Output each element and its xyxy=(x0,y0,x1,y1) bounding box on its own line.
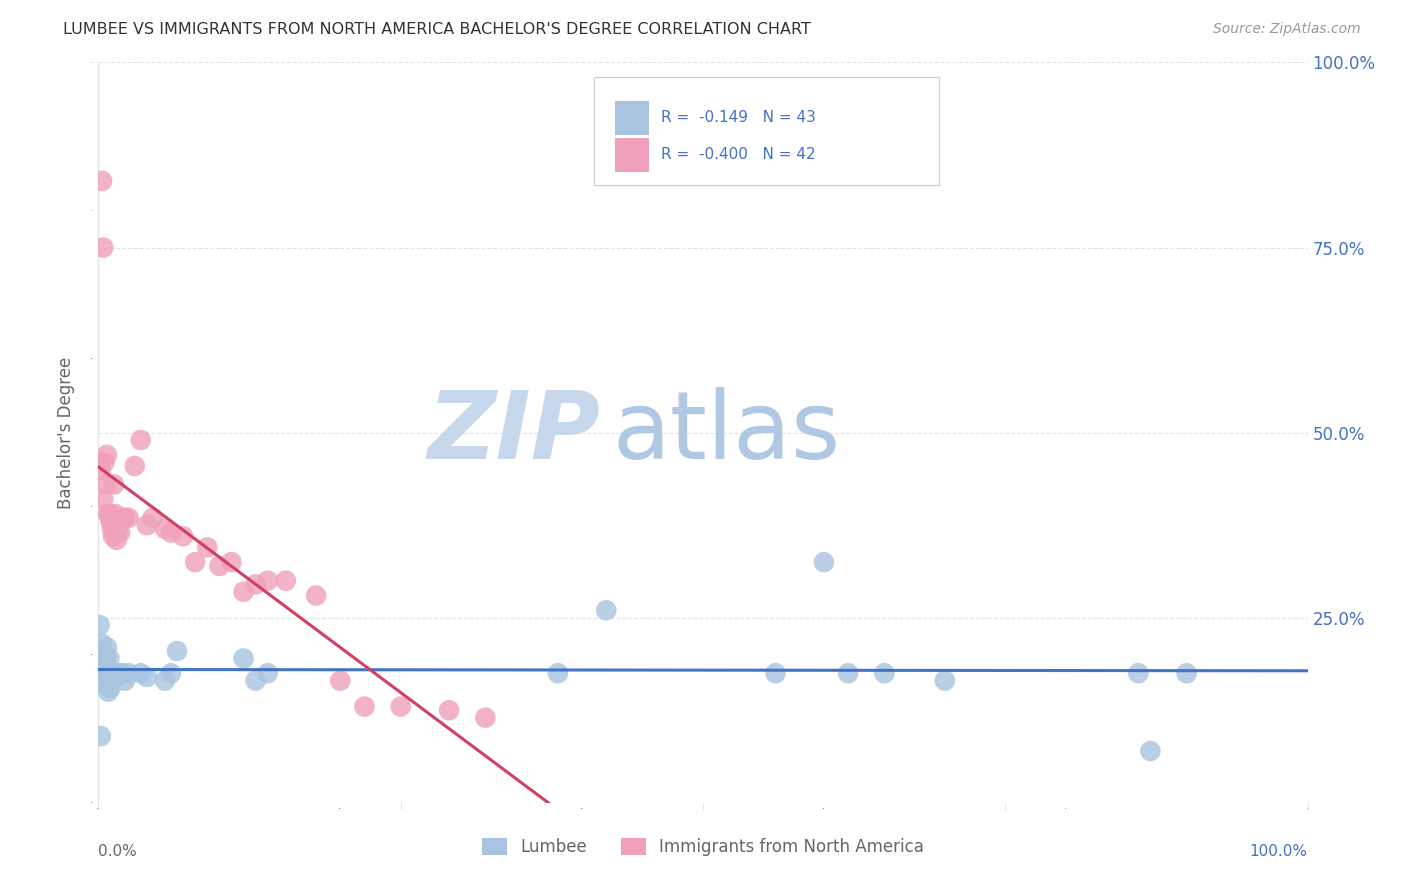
Point xyxy=(437,703,460,717)
Point xyxy=(93,455,115,469)
Point xyxy=(256,574,278,588)
Point xyxy=(837,666,859,681)
Point xyxy=(873,666,896,681)
Point xyxy=(93,677,115,691)
Point xyxy=(245,673,267,688)
Point xyxy=(108,525,131,540)
Point xyxy=(172,529,194,543)
Point xyxy=(97,666,120,681)
Point xyxy=(129,666,152,681)
Point xyxy=(98,651,121,665)
Point xyxy=(474,711,496,725)
Text: R =  -0.400   N = 42: R = -0.400 N = 42 xyxy=(661,147,815,162)
Point xyxy=(166,644,188,658)
Point xyxy=(89,455,111,469)
Point xyxy=(274,574,297,588)
Point xyxy=(104,507,127,521)
Point xyxy=(96,448,118,462)
Point xyxy=(101,529,124,543)
Y-axis label: Bachelor's Degree: Bachelor's Degree xyxy=(56,357,75,508)
Point xyxy=(765,666,787,681)
Point xyxy=(94,651,117,665)
Point xyxy=(97,507,120,521)
Point xyxy=(595,603,617,617)
Point xyxy=(108,666,131,681)
Point xyxy=(118,510,141,524)
Text: Source: ZipAtlas.com: Source: ZipAtlas.com xyxy=(1213,22,1361,37)
Point xyxy=(89,618,111,632)
Point xyxy=(91,174,114,188)
Point xyxy=(160,525,183,540)
Point xyxy=(111,666,134,681)
Point xyxy=(221,555,243,569)
Point xyxy=(329,673,352,688)
Point xyxy=(103,477,125,491)
Point xyxy=(232,651,254,665)
Point xyxy=(208,558,231,573)
Point xyxy=(105,670,128,684)
Point xyxy=(91,637,114,651)
Point xyxy=(91,240,114,255)
FancyBboxPatch shape xyxy=(595,78,939,185)
Point xyxy=(91,492,114,507)
Point xyxy=(100,515,122,529)
Point xyxy=(142,510,165,524)
Point xyxy=(232,584,254,599)
Point xyxy=(124,458,146,473)
Point xyxy=(94,670,117,684)
Text: atlas: atlas xyxy=(613,386,841,479)
Point xyxy=(114,510,136,524)
Point xyxy=(1128,666,1150,681)
Point xyxy=(184,555,207,569)
Point xyxy=(91,648,114,662)
Point xyxy=(100,681,122,695)
Point xyxy=(245,577,267,591)
Text: 0.0%: 0.0% xyxy=(98,844,138,858)
Point xyxy=(353,699,375,714)
Point xyxy=(111,510,134,524)
Point xyxy=(389,699,412,714)
Point xyxy=(118,666,141,681)
FancyBboxPatch shape xyxy=(614,102,648,135)
Legend: Lumbee, Immigrants from North America: Lumbee, Immigrants from North America xyxy=(475,831,931,863)
Point xyxy=(195,541,218,555)
Point xyxy=(93,648,115,662)
Point xyxy=(91,666,114,681)
Point xyxy=(135,670,157,684)
FancyBboxPatch shape xyxy=(614,138,648,171)
Point xyxy=(256,666,278,681)
Point xyxy=(105,533,128,547)
Point xyxy=(90,462,112,476)
Point xyxy=(100,666,122,681)
Point xyxy=(90,729,112,743)
Point xyxy=(100,522,122,536)
Point xyxy=(813,555,835,569)
Point xyxy=(96,640,118,655)
Point xyxy=(103,666,125,681)
Text: LUMBEE VS IMMIGRANTS FROM NORTH AMERICA BACHELOR'S DEGREE CORRELATION CHART: LUMBEE VS IMMIGRANTS FROM NORTH AMERICA … xyxy=(63,22,811,37)
Point xyxy=(129,433,152,447)
Point xyxy=(160,666,183,681)
Point xyxy=(97,685,120,699)
Text: R =  -0.149   N = 43: R = -0.149 N = 43 xyxy=(661,111,815,126)
Text: 100.0%: 100.0% xyxy=(1250,844,1308,858)
Point xyxy=(98,507,121,521)
Point xyxy=(104,666,127,681)
Point xyxy=(135,518,157,533)
Point xyxy=(153,522,176,536)
Text: ZIP: ZIP xyxy=(427,386,600,479)
Point xyxy=(100,666,122,681)
Point xyxy=(114,673,136,688)
Point xyxy=(934,673,956,688)
Point xyxy=(101,670,124,684)
Point xyxy=(107,522,129,536)
Point xyxy=(1139,744,1161,758)
Point xyxy=(107,666,129,681)
Point xyxy=(547,666,569,681)
Point xyxy=(1175,666,1198,681)
Point xyxy=(94,477,117,491)
Point xyxy=(305,589,328,603)
Point xyxy=(153,673,176,688)
